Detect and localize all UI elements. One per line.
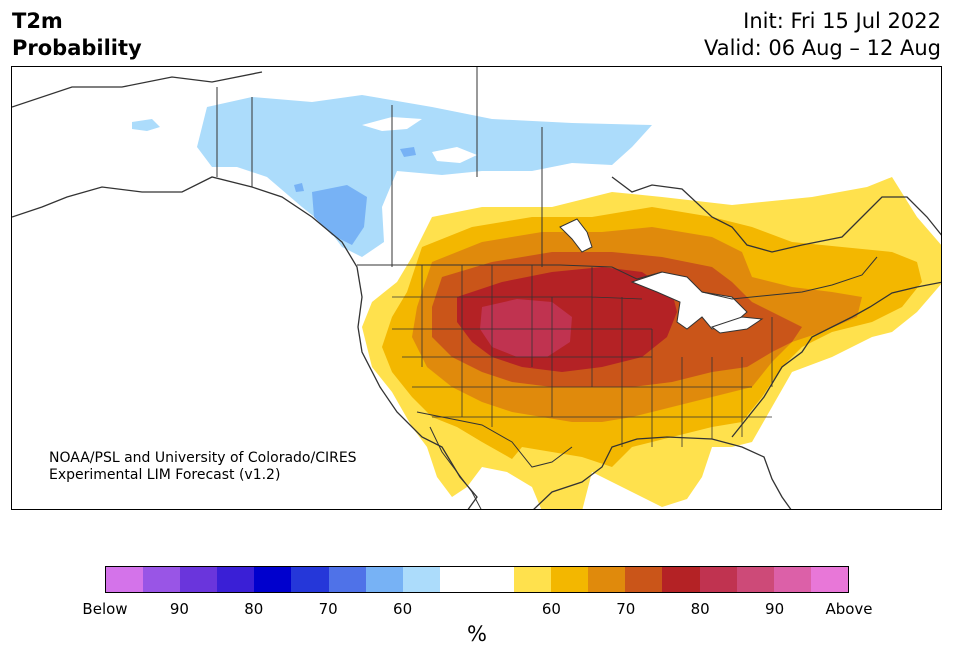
colorbar	[105, 566, 849, 593]
colorbar-swatch	[439, 567, 477, 592]
coastline	[12, 71, 941, 509]
colorbar-swatch	[365, 567, 403, 592]
below-60-spot	[400, 147, 416, 157]
colorbar-swatch	[699, 567, 737, 592]
mexico-border	[416, 411, 573, 468]
colorbar-tick-label: Above	[825, 600, 873, 618]
colorbar-swatch	[217, 567, 255, 592]
colorbar-swatch	[625, 567, 663, 592]
valid-date: Valid: 06 Aug – 12 Aug	[703, 36, 941, 60]
colorbar-tick-label: 80	[690, 600, 710, 618]
colorbar-swatch	[588, 567, 626, 592]
colorbar-tick-label: 80	[244, 600, 264, 618]
colorbar-tick-label: 60	[393, 600, 413, 618]
baja-coast	[429, 426, 482, 509]
colorbar-swatch	[736, 567, 774, 592]
above-85-region	[480, 299, 572, 357]
below-60-region	[312, 185, 367, 245]
colorbar-swatch	[106, 567, 144, 592]
colorbar-tick-label: 90	[765, 600, 785, 618]
credit-line-1: NOAA/PSL and University of Colorado/CIRE…	[49, 450, 357, 466]
colorbar-swatch	[514, 567, 552, 592]
colorbar-swatch	[662, 567, 700, 592]
state-borders	[392, 265, 773, 447]
probability-map	[11, 66, 942, 510]
colorbar-tick-label: 70	[318, 600, 338, 618]
init-date: Init: Fri 15 Jul 2022	[743, 9, 941, 33]
colorbar-tick-label: Below	[82, 600, 128, 618]
credit-line-2: Experimental LIM Forecast (v1.2)	[49, 467, 281, 483]
colorbar-swatch	[328, 567, 366, 592]
colorbar-swatch	[810, 567, 848, 592]
manitoba-lakes	[559, 218, 593, 253]
colorbar-swatch	[773, 567, 811, 592]
title-line-2: Probability	[12, 36, 142, 60]
colorbar-swatch	[402, 567, 440, 592]
map-canvas	[12, 67, 941, 509]
colorbar-swatch	[254, 567, 292, 592]
canada-lake-patch-2	[432, 147, 477, 163]
forecast-dates: Init: Fri 15 Jul 2022 Valid: 06 Aug – 12…	[704, 8, 941, 62]
us-canada-border	[216, 67, 878, 300]
credit-text: NOAA/PSL and University of Colorado/CIRE…	[49, 450, 357, 484]
colorbar-tick-label: 70	[616, 600, 636, 618]
colorbar-tick-label: 90	[169, 600, 189, 618]
colorbar-swatch	[476, 567, 515, 592]
colorbar-swatch	[180, 567, 218, 592]
colorbar-tick-label: 60	[541, 600, 561, 618]
title-line-1: T2m	[12, 9, 63, 33]
below-60-spot-2	[294, 183, 304, 192]
map-title: T2m Probability	[12, 8, 142, 62]
colorbar-unit: %	[467, 622, 487, 646]
below-55-region	[197, 95, 652, 257]
colorbar-swatch	[551, 567, 589, 592]
colorbar-swatch	[291, 567, 329, 592]
below-55-spot	[132, 119, 160, 131]
colorbar-swatch	[143, 567, 181, 592]
lake-erie	[710, 316, 764, 334]
